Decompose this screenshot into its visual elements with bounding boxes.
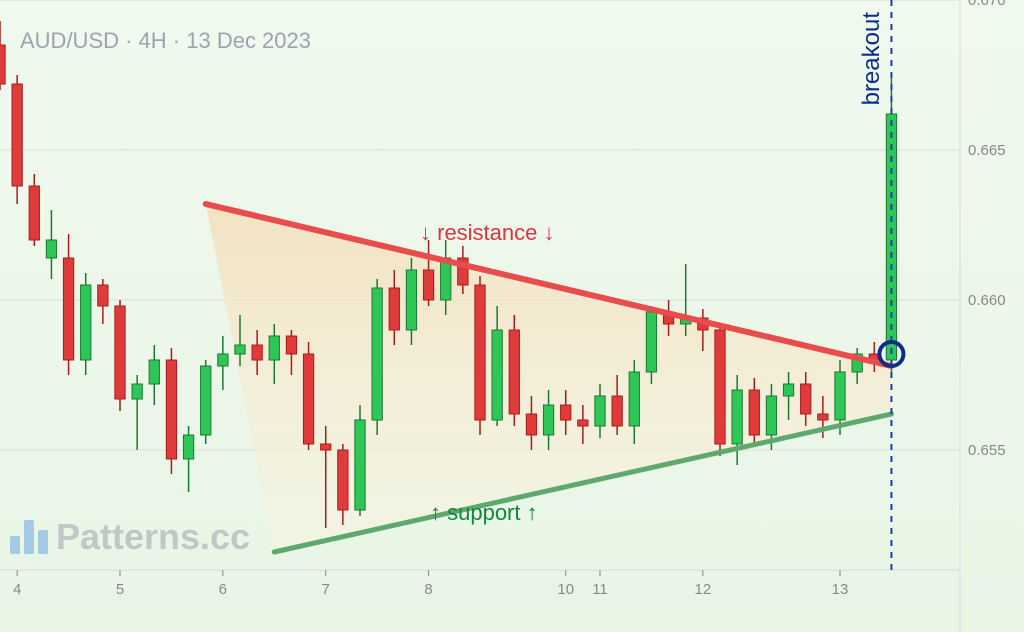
svg-text:12: 12 — [695, 581, 712, 598]
svg-text:8: 8 — [424, 581, 432, 598]
chart-container: 0.655 0.660 0.665 0.670 4 5 6 7 8 10 11 12 13 AUD/US… — [0, 0, 1024, 632]
svg-text:5: 5 — [116, 581, 124, 598]
support-label: ↑ support ↑ — [430, 500, 538, 526]
svg-text:11: 11 — [592, 581, 608, 598]
svg-text:10: 10 — [557, 581, 574, 598]
svg-text:6: 6 — [219, 581, 227, 598]
resistance-label: ↓ resistance ↓ — [420, 220, 555, 246]
svg-text:13: 13 — [832, 581, 849, 598]
breakout-label: breakout — [858, 12, 886, 105]
svg-text:0.660: 0.660 — [968, 292, 1006, 309]
watermark: Patterns.cc — [10, 516, 250, 558]
svg-text:0.655: 0.655 — [968, 442, 1006, 459]
watermark-text: Patterns.cc — [56, 516, 250, 558]
chart-title: AUD/USD · 4H · 13 Dec 2023 — [20, 28, 311, 54]
svg-text:0.665: 0.665 — [968, 142, 1006, 159]
watermark-icon — [10, 520, 48, 554]
svg-text:7: 7 — [322, 581, 330, 598]
svg-text:4: 4 — [13, 581, 21, 598]
svg-text:0.670: 0.670 — [968, 0, 1006, 9]
